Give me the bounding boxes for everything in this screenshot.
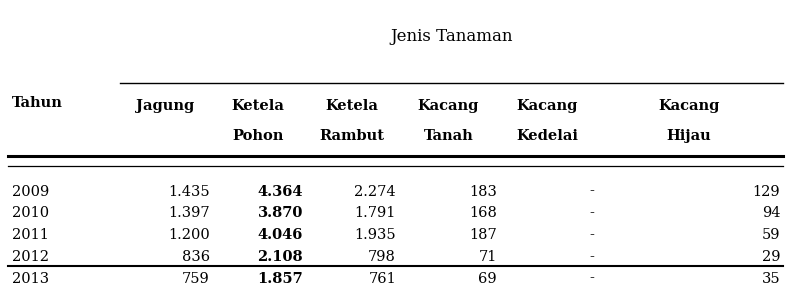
Text: 71: 71 <box>478 250 497 264</box>
Text: 761: 761 <box>368 271 396 286</box>
Text: 1.791: 1.791 <box>355 206 396 220</box>
Text: Kedelai: Kedelai <box>516 129 578 143</box>
Text: 836: 836 <box>181 250 210 264</box>
Text: Tahun: Tahun <box>12 96 63 110</box>
Text: 168: 168 <box>469 206 497 220</box>
Text: 2009: 2009 <box>12 184 49 199</box>
Text: -: - <box>589 206 594 220</box>
Text: Ketela: Ketela <box>325 99 378 113</box>
Text: -: - <box>589 184 594 199</box>
Text: 187: 187 <box>469 228 497 242</box>
Text: 1.935: 1.935 <box>354 228 396 242</box>
Text: 94: 94 <box>762 206 780 220</box>
Text: Rambut: Rambut <box>319 129 384 143</box>
Text: 1.200: 1.200 <box>168 228 210 242</box>
Text: 2012: 2012 <box>12 250 49 264</box>
Text: Tanah: Tanah <box>424 129 474 143</box>
Text: 59: 59 <box>762 228 780 242</box>
Text: Pohon: Pohon <box>233 129 284 143</box>
Text: 35: 35 <box>762 271 780 286</box>
Text: -: - <box>589 228 594 242</box>
Text: 2010: 2010 <box>12 206 49 220</box>
Text: 2011: 2011 <box>12 228 48 242</box>
Text: 129: 129 <box>752 184 780 199</box>
Text: 4.364: 4.364 <box>257 184 303 199</box>
Text: Kacang: Kacang <box>658 99 720 113</box>
Text: Ketela: Ketela <box>232 99 284 113</box>
Text: 29: 29 <box>762 250 780 264</box>
Text: 3.870: 3.870 <box>257 206 303 220</box>
Text: 4.046: 4.046 <box>257 228 303 242</box>
Text: 1.857: 1.857 <box>257 271 303 286</box>
Text: Jenis Tanaman: Jenis Tanaman <box>390 28 512 45</box>
Text: Kacang: Kacang <box>417 99 479 113</box>
Text: 759: 759 <box>182 271 210 286</box>
Text: -: - <box>589 271 594 286</box>
Text: Kacang: Kacang <box>516 99 578 113</box>
Text: 1.397: 1.397 <box>168 206 210 220</box>
Text: 2.108: 2.108 <box>257 250 303 264</box>
Text: -: - <box>589 250 594 264</box>
Text: 183: 183 <box>469 184 497 199</box>
Text: Hijau: Hijau <box>667 129 711 143</box>
Text: 798: 798 <box>368 250 396 264</box>
Text: 2013: 2013 <box>12 271 49 286</box>
Text: 69: 69 <box>478 271 497 286</box>
Text: 2.274: 2.274 <box>354 184 396 199</box>
Text: Jagung: Jagung <box>136 99 194 113</box>
Text: 1.435: 1.435 <box>168 184 210 199</box>
